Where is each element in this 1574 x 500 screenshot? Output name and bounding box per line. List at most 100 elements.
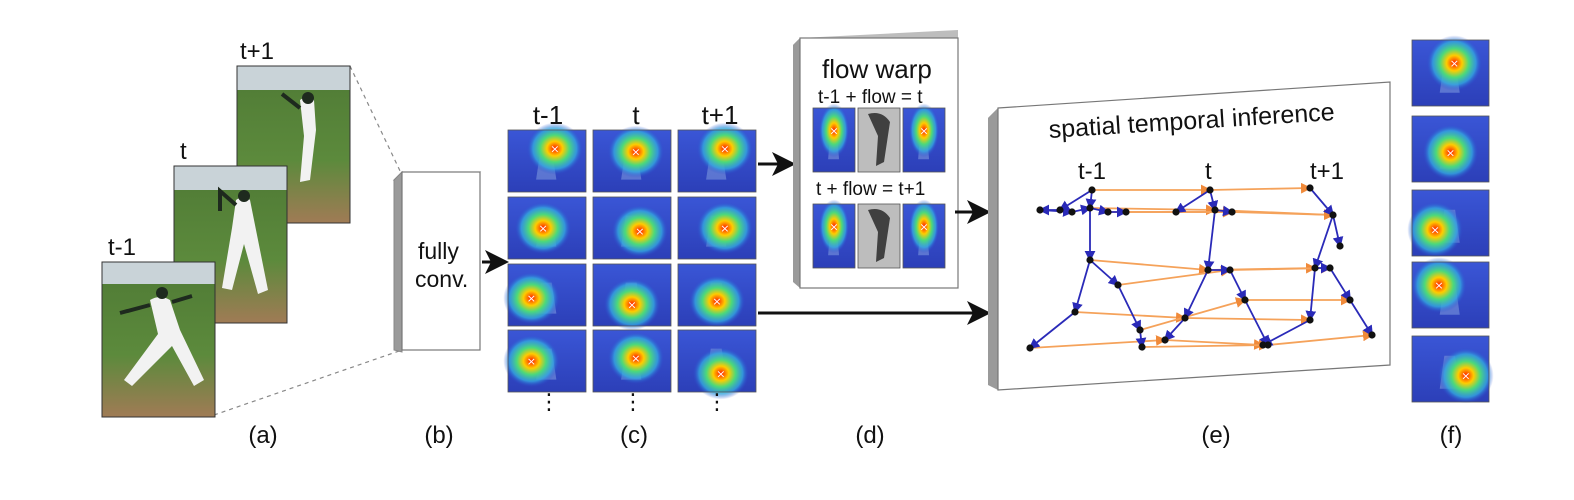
heatmap-tile-r1-c2: × — [592, 125, 672, 193]
flow-warp-panel: × × × × — [793, 30, 959, 289]
fully-conv-block — [392, 170, 482, 353]
graph-node-a1 — [1036, 206, 1044, 214]
svg-text:×: × — [919, 124, 928, 137]
spatial-edge-23 — [1309, 187, 1335, 217]
graph-node-c7 — [1306, 316, 1314, 324]
heatmap-tile-r1-c3: × — [677, 122, 757, 193]
graph-node-c5 — [1326, 264, 1334, 272]
heatmap-col-label-t-minus-1: t-1 — [532, 100, 564, 130]
output-heatmap-2: × — [1411, 115, 1490, 183]
svg-text:×: × — [538, 222, 547, 235]
inference-panel — [988, 81, 1391, 391]
svg-text:×: × — [716, 367, 725, 380]
svg-text:×: × — [1461, 370, 1470, 383]
heatmap-col-label-t-plus-1: t+1 — [701, 100, 739, 130]
graph-node-a3 — [1068, 208, 1076, 216]
spatial-edge-27 — [1305, 267, 1317, 322]
graph-node-a9 — [1114, 281, 1122, 289]
graph-node-a11 — [1136, 326, 1144, 334]
heatmap-ellipsis-1: ⋮ — [538, 389, 560, 414]
flow-warped-heatmap-2: × — [902, 199, 946, 269]
heatmap-tile-r3-c1: × — [503, 263, 587, 327]
heatmap-tile-r2-c3: × — [677, 196, 757, 260]
graph-node-a12 — [1026, 344, 1034, 352]
flow-field-1 — [857, 107, 901, 173]
svg-text:×: × — [720, 143, 729, 156]
svg-text:×: × — [829, 124, 838, 137]
flow-source-heatmap-2: × — [812, 199, 856, 269]
fcn-label-line1: fully — [418, 238, 459, 264]
graph-node-b5 — [1204, 266, 1212, 274]
heatmap-tile-r3-c3: × — [677, 263, 757, 328]
spatial-edge-17 — [1203, 209, 1216, 272]
graph-node-b2 — [1206, 186, 1214, 194]
svg-text:×: × — [631, 352, 640, 365]
temporal-edge-8 — [1089, 259, 1210, 275]
spatial-edge-11 — [1117, 284, 1141, 332]
graph-node-c1 — [1306, 184, 1314, 192]
pose-graph — [1026, 182, 1376, 352]
temporal-edge-17 — [1164, 339, 1265, 350]
output-heatmap-4: × — [1411, 257, 1490, 329]
temporal-edge-19 — [1267, 330, 1374, 346]
graph-node-a10 — [1071, 308, 1079, 316]
spatial-edge-29 — [1329, 267, 1351, 302]
spatial-edge-8 — [1089, 259, 1120, 287]
spatial-edge-19 — [1184, 269, 1209, 320]
spatial-edge-24 — [1332, 214, 1344, 248]
graph-node-c4 — [1311, 264, 1319, 272]
frame-t-minus-1 — [101, 261, 216, 418]
inference-label-t-plus-1: t+1 — [1310, 158, 1345, 185]
input-frames — [101, 65, 403, 418]
frame-label-t: t — [180, 138, 187, 165]
svg-text:×: × — [527, 292, 536, 305]
spatial-edge-30 — [1349, 299, 1373, 337]
graph-node-b10 — [1264, 341, 1272, 349]
graph-node-c2 — [1329, 211, 1337, 219]
heatmap-tile-r4-c3: × — [677, 329, 757, 400]
graph-node-b8 — [1241, 296, 1249, 304]
heatmap-tile-r4-c1: × — [503, 329, 587, 393]
output-heatmap-1: × — [1411, 35, 1490, 107]
graph-node-a5 — [1086, 204, 1094, 212]
graph-node-b9 — [1161, 336, 1169, 344]
frame-label-t-minus-1: t-1 — [108, 234, 137, 261]
svg-text:×: × — [635, 225, 644, 238]
svg-text:×: × — [1434, 279, 1443, 292]
spatial-edge-14 — [1174, 189, 1211, 213]
svg-text:×: × — [1430, 224, 1439, 237]
flow-warp-title: flow warp — [822, 54, 932, 84]
graph-node-a13 — [1138, 343, 1146, 351]
caption-f: (f) — [1439, 422, 1463, 449]
spatial-edge-28 — [1261, 319, 1311, 346]
caption-b: (b) — [424, 422, 454, 449]
heatmap-tile-r1-c1: × — [507, 122, 587, 193]
caption-a: (a) — [248, 422, 278, 449]
heatmap-grid: × × × × × × × × × × × × — [503, 122, 757, 400]
heatmap-tile-r4-c2: × — [592, 329, 672, 393]
caption-c: (c) — [620, 422, 648, 449]
graph-node-c9 — [1368, 331, 1376, 339]
output-heatmap-3: × — [1407, 189, 1490, 258]
graph-node-b6 — [1226, 266, 1234, 274]
svg-text:×: × — [919, 220, 928, 233]
caption-d: (d) — [855, 422, 885, 449]
heatmap-tile-r2-c1: × — [507, 196, 587, 260]
heatmap-tile-r3-c2: × — [592, 263, 672, 331]
graph-node-a4 — [1088, 186, 1096, 194]
output-heatmap-5: × — [1411, 335, 1494, 404]
heatmap-ellipsis-3: ⋮ — [706, 389, 728, 414]
temporal-edge-12 — [1074, 311, 1187, 323]
graph-node-c3 — [1336, 242, 1344, 250]
graph-node-b1 — [1172, 208, 1180, 216]
temporal-edge-10 — [1117, 265, 1232, 286]
graph-node-b7 — [1181, 314, 1189, 322]
spatial-edge-9 — [1072, 259, 1091, 314]
spatial-edge-20 — [1163, 317, 1186, 342]
caption-e: (e) — [1201, 422, 1231, 449]
graph-node-a8 — [1086, 256, 1094, 264]
svg-text:×: × — [527, 355, 536, 368]
graph-node-a2 — [1056, 206, 1064, 214]
graph-node-c8 — [1259, 341, 1267, 349]
